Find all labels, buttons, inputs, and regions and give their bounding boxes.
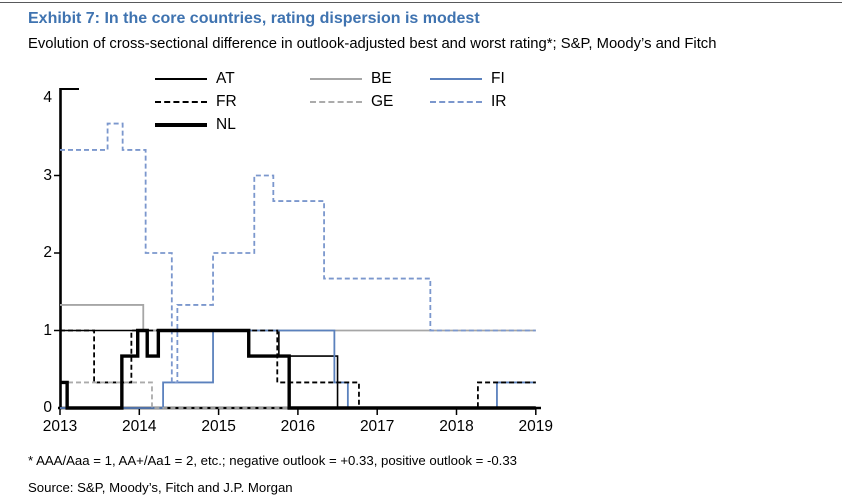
series-line-GE [60,381,536,409]
series-line-BE [60,304,536,332]
y-tick-label: 3 [43,166,52,184]
series-line-FR [60,329,536,409]
x-tick-label: 2016 [280,418,316,435]
legend-item-FI: FI [430,69,550,87]
source-note: Source: S&P, Moody’s, Fitch and J.P. Mor… [28,480,293,495]
legend-label-IR: IR [491,92,507,110]
series-line-FI [60,329,536,409]
exhibit-subtitle: Evolution of cross-sectional difference … [28,36,717,52]
chart-legend: AT BE FI FR GE IR NL [155,67,550,136]
legend-item-GE: GE [310,92,430,110]
series-line-NL [60,328,536,410]
legend-item-AT: AT [155,69,310,87]
legend-swatch-NL [155,122,207,127]
legend-label-FI: FI [491,69,505,87]
legend-swatch-IR [430,100,482,103]
legend-item-IR: IR [430,92,550,110]
x-tick-label: 2015 [201,418,236,435]
x-tick-label: 2013 [42,418,78,435]
legend-swatch-FI [430,77,482,80]
legend-label-FR: FR [216,92,237,110]
legend-item-BE: BE [310,69,430,87]
y-tick-label: 4 [43,89,52,106]
footnote: * AAA/Aaa = 1, AA+/Aa1 = 2, etc.; negati… [28,453,518,468]
x-tick-label: 2019 [518,418,554,435]
legend-label-GE: GE [371,92,394,110]
x-tick-label: 2017 [359,418,395,435]
legend-item-FR: FR [155,92,310,110]
legend-swatch-FR [155,100,207,103]
y-tick-label: 0 [43,399,52,416]
x-tick-label: 2018 [439,418,474,435]
legend-swatch-GE [310,100,362,103]
y-tick-label: 1 [43,321,52,339]
top-border [0,2,842,3]
x-tick-label: 2014 [122,418,157,435]
legend-label-AT: AT [216,69,235,87]
series-line-IR [60,122,536,384]
legend-label-NL: NL [216,115,236,133]
legend-swatch-AT [155,77,207,80]
y-tick-label: 2 [43,244,52,261]
exhibit-title: Exhibit 7: In the core countries, rating… [28,10,480,27]
legend-swatch-BE [310,77,362,80]
legend-item-NL: NL [155,115,310,133]
legend-label-BE: BE [371,69,392,87]
